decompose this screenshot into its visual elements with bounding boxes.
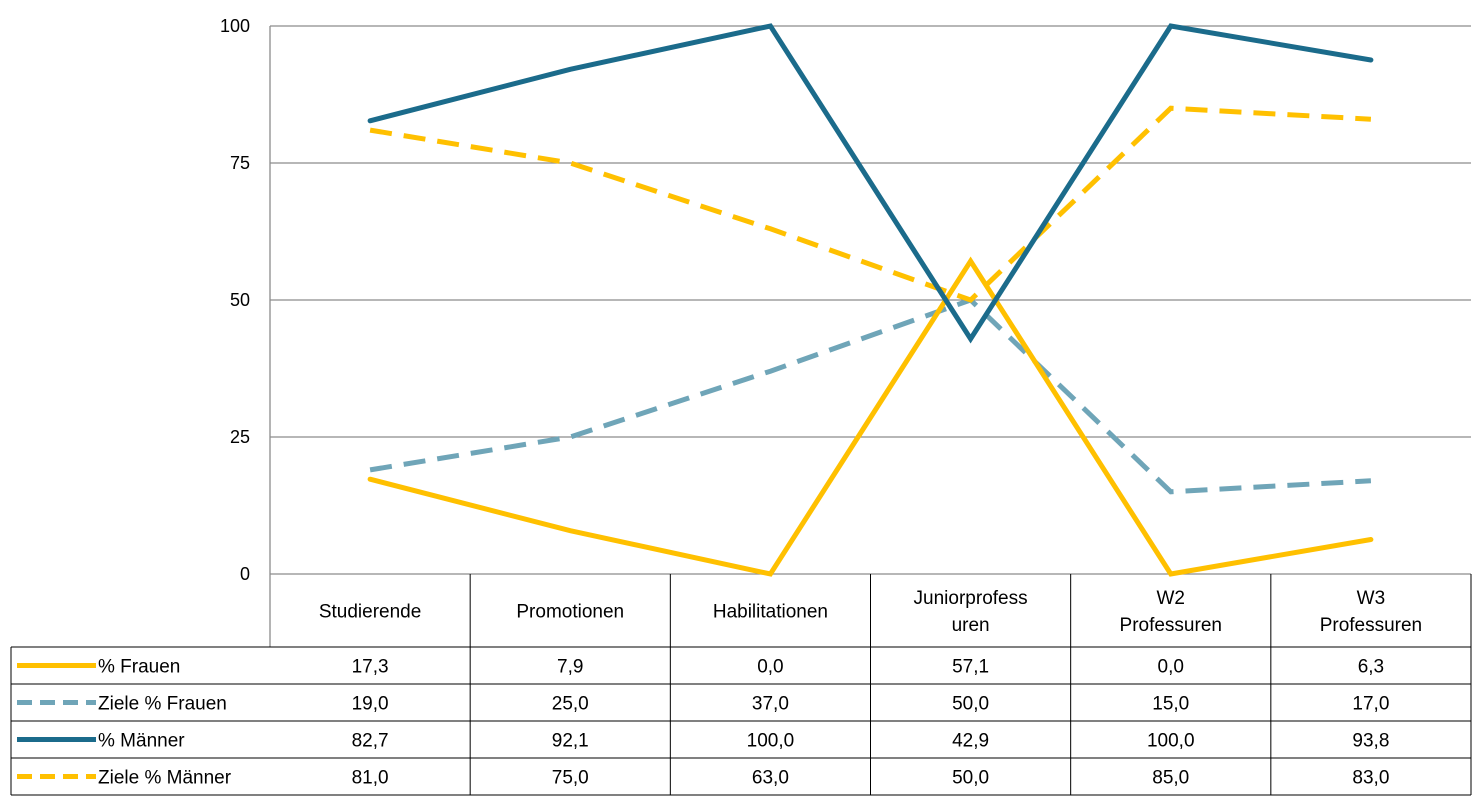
series-line <box>369 105 1372 303</box>
y-tick-label: 100 <box>220 16 250 36</box>
data-label: 93,8 <box>1352 731 1389 752</box>
data-label: 92,1 <box>552 731 589 752</box>
category-label: Habilitationen <box>713 602 828 623</box>
y-tick-label: 25 <box>230 427 250 447</box>
data-label: 100,0 <box>747 731 795 752</box>
data-label: 25,0 <box>552 694 589 715</box>
data-label: 17,0 <box>1352 694 1389 715</box>
series-lines <box>367 23 1374 577</box>
y-tick-label: 50 <box>230 290 250 310</box>
data-label: 57,1 <box>952 657 989 678</box>
data-label: 100,0 <box>1147 731 1195 752</box>
series-line <box>369 297 1372 495</box>
data-label: 19,0 <box>352 694 389 715</box>
data-label: 42,9 <box>952 731 989 752</box>
category-label: Professuren <box>1320 615 1422 636</box>
data-label: 81,0 <box>352 768 389 789</box>
data-table: Studierende Promotionen Habilitationen Juni… <box>10 574 1472 796</box>
data-label: 83,0 <box>1352 768 1389 789</box>
series-line <box>367 256 1374 577</box>
data-label: 0,0 <box>1158 657 1184 678</box>
data-label: 82,7 <box>352 731 389 752</box>
category-label: Studierende <box>319 602 421 623</box>
data-label: 6,3 <box>1358 657 1384 678</box>
data-label: 15,0 <box>1152 694 1189 715</box>
category-label: W3 <box>1357 588 1386 609</box>
category-label: uren <box>952 615 990 636</box>
data-label: 63,0 <box>752 768 789 789</box>
legend-label: Ziele % Frauen <box>98 694 227 715</box>
data-label: 75,0 <box>552 768 589 789</box>
y-tick-label: 75 <box>230 153 250 173</box>
data-label: 85,0 <box>1152 768 1189 789</box>
data-label: 50,0 <box>952 694 989 715</box>
legend-label: % Frauen <box>98 657 180 678</box>
category-label: Promotionen <box>516 602 624 623</box>
category-label: Juniorprofess <box>914 588 1028 609</box>
y-axis-ticks: 0 25 50 75 100 <box>220 16 250 584</box>
data-label: 7,9 <box>557 657 583 678</box>
category-label: W2 <box>1157 588 1186 609</box>
data-label: 17,3 <box>352 657 389 678</box>
category-label: Professuren <box>1120 615 1222 636</box>
data-label: 50,0 <box>952 768 989 789</box>
legend-label: % Männer <box>98 731 185 752</box>
series-line <box>367 23 1374 344</box>
data-label: 0,0 <box>757 657 783 678</box>
legend-label: Ziele % Männer <box>98 768 232 789</box>
y-tick-label: 0 <box>240 564 250 584</box>
data-label: 37,0 <box>752 694 789 715</box>
